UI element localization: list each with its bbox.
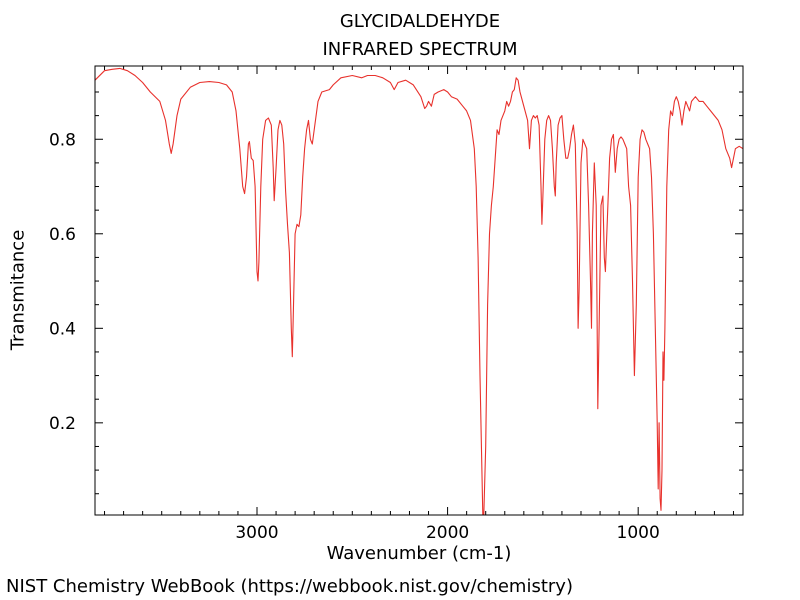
y-tick-label: 0.6 — [49, 225, 76, 245]
series-layer — [94, 67, 744, 516]
y-tick-label: 0.8 — [49, 130, 76, 150]
y-tick-label: 0.4 — [49, 319, 76, 339]
x-tick-label: 3000 — [235, 523, 278, 543]
ticks-layer: 3000 2000 1000 0.2 0.4 0.6 0.8 — [49, 66, 743, 543]
spectrum-line — [94, 67, 744, 516]
x-tick-label: 1000 — [617, 523, 660, 543]
y-tick-label: 0.2 — [49, 414, 76, 434]
chart-title-line-1: GLYCIDALDEHYDE — [339, 11, 501, 32]
x-axis-label: Wavenumber (cm-1) — [326, 543, 512, 564]
source-footer: NIST Chemistry WebBook (https://webbook.… — [6, 576, 573, 597]
plot-frame — [94, 65, 744, 516]
chart-title-line-2: INFRARED SPECTRUM — [322, 39, 518, 60]
x-tick-label: 2000 — [426, 523, 469, 543]
y-axis-label: Transmitance — [7, 229, 29, 351]
